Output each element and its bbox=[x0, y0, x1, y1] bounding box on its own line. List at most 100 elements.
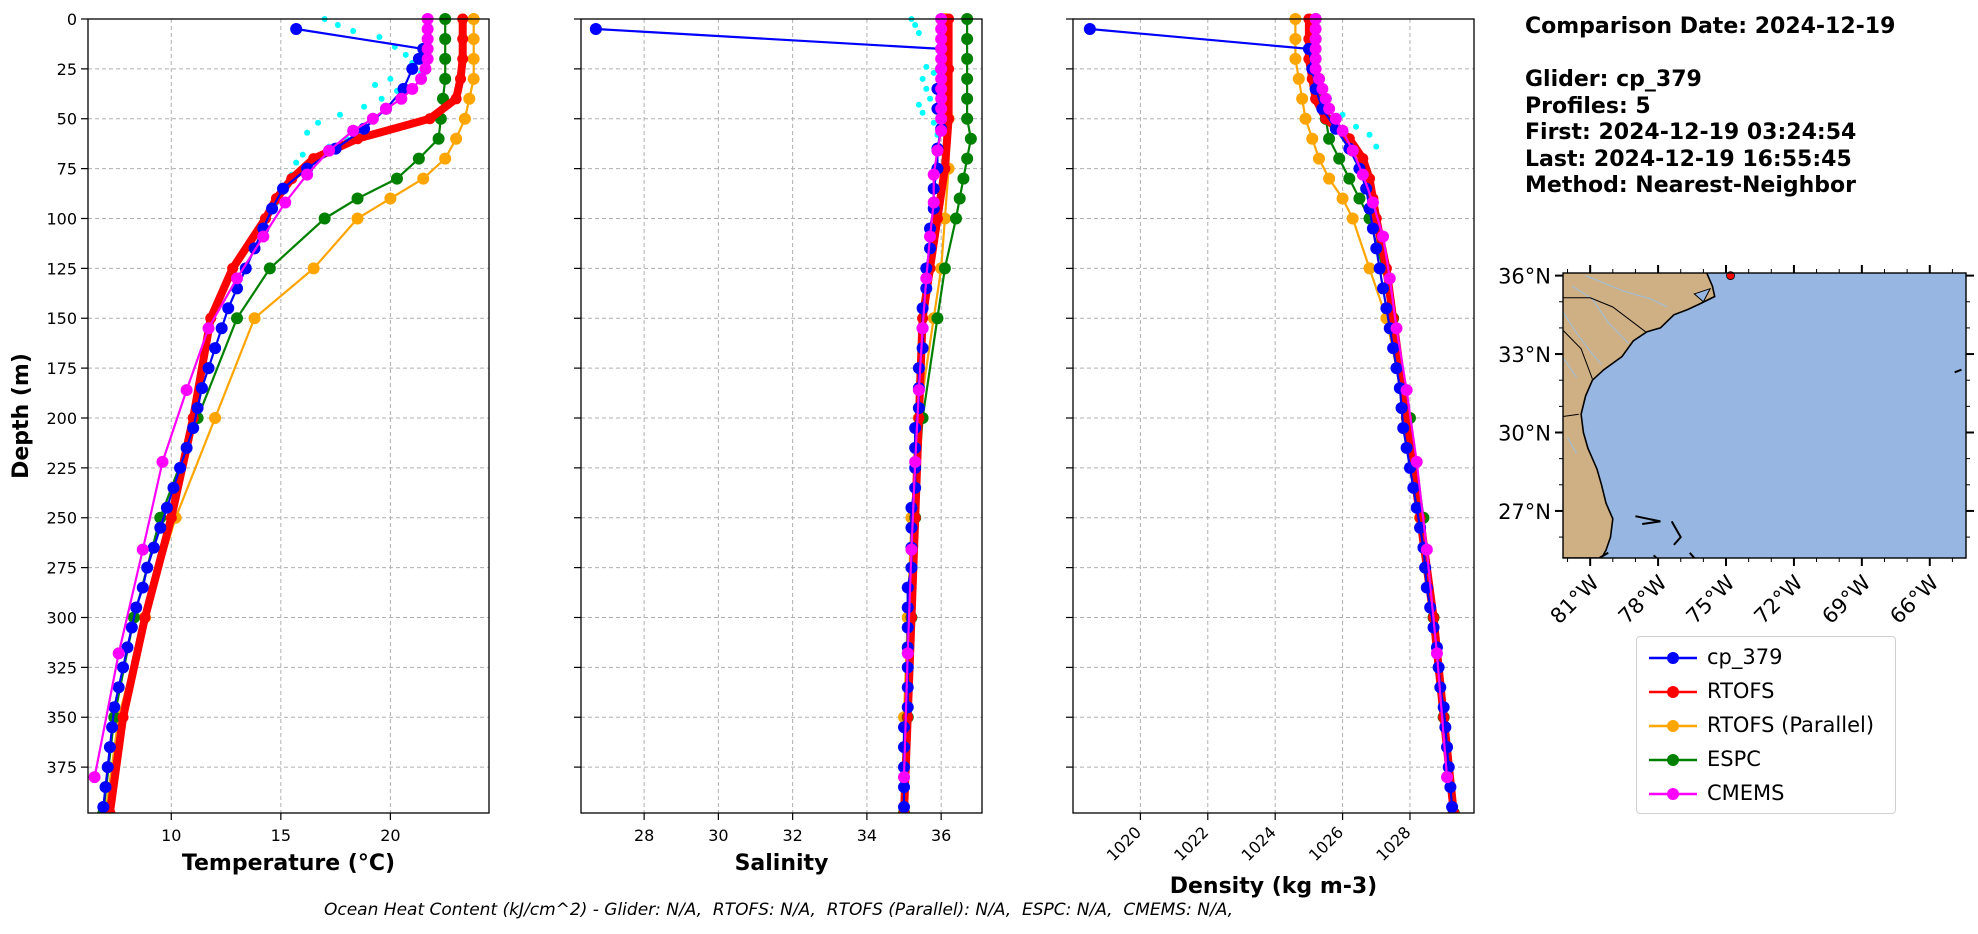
data-point-cp-379 bbox=[1446, 801, 1459, 813]
raw-glider-point bbox=[923, 63, 930, 70]
data-point-cp-379 bbox=[397, 82, 410, 95]
data-point-cp-379 bbox=[125, 621, 138, 634]
data-point-cmems bbox=[935, 62, 948, 75]
data-point-espc bbox=[439, 52, 452, 65]
data-point-cmems bbox=[380, 102, 393, 115]
raw-glider-point bbox=[315, 119, 322, 126]
x-tick-label: 1022 bbox=[1170, 823, 1212, 865]
data-point-cmems bbox=[415, 72, 428, 85]
raw-glider-point bbox=[919, 109, 926, 116]
raw-glider-point bbox=[293, 159, 300, 166]
y-tick-label: 100 bbox=[46, 209, 77, 228]
data-point-cp-379 bbox=[97, 801, 110, 813]
legend-entry-rtofs: RTOFS bbox=[1637, 675, 1895, 709]
x-tick-label: 34 bbox=[857, 826, 877, 845]
state-border bbox=[1563, 329, 1593, 380]
data-point-cmems bbox=[1323, 102, 1336, 115]
legend-label-cmems: CMEMS bbox=[1707, 781, 1785, 805]
y-tick-label: 75 bbox=[57, 160, 77, 179]
data-point-espc bbox=[231, 312, 244, 325]
map-lat-label: 33°N bbox=[1498, 343, 1551, 367]
data-point-cp-379 bbox=[191, 402, 204, 415]
data-point-cp-379 bbox=[121, 641, 134, 654]
data-point-cmems bbox=[421, 22, 434, 35]
data-point-rtofs-parallel bbox=[209, 411, 222, 424]
data-point-cmems bbox=[419, 62, 432, 75]
data-point-cmems bbox=[279, 196, 292, 209]
data-point-cmems bbox=[1312, 72, 1325, 85]
data-point-rtofs-parallel bbox=[1363, 262, 1376, 275]
data-point-rtofs bbox=[139, 611, 151, 623]
x-tick-label: 32 bbox=[782, 826, 802, 845]
data-point-cmems bbox=[935, 52, 948, 65]
data-point-cmems bbox=[1390, 322, 1403, 335]
map-lon-label: 66°W bbox=[1885, 570, 1943, 628]
data-point-cmems bbox=[935, 42, 948, 55]
data-point-espc bbox=[953, 192, 966, 205]
data-point-rtofs bbox=[1357, 153, 1369, 165]
raw-glider-point bbox=[376, 33, 383, 40]
data-point-cp-379 bbox=[909, 421, 922, 434]
raw-glider-point bbox=[930, 119, 937, 126]
data-point-cp-379 bbox=[103, 741, 116, 754]
data-point-cmems bbox=[301, 168, 314, 181]
data-point-rtofs-parallel bbox=[1312, 152, 1325, 165]
series-line-rtofs-parallel bbox=[104, 19, 475, 813]
land-area bbox=[1563, 273, 1716, 558]
data-point-rtofs-parallel bbox=[450, 132, 463, 145]
y-axis-label: Depth (m) bbox=[9, 353, 34, 479]
y-tick-label: 325 bbox=[46, 658, 77, 677]
x-tick-label: 10 bbox=[161, 826, 181, 845]
river-line bbox=[1563, 311, 1602, 365]
data-point-rtofs bbox=[450, 93, 462, 105]
data-point-espc bbox=[961, 72, 974, 85]
data-point-cp-379 bbox=[1410, 501, 1423, 514]
data-point-rtofs bbox=[902, 711, 914, 723]
series-line-espc bbox=[1314, 19, 1455, 813]
data-point-espc bbox=[961, 52, 974, 65]
data-point-rtofs bbox=[457, 33, 469, 45]
y-tick-label: 25 bbox=[57, 60, 77, 79]
data-point-cp-379 bbox=[1444, 781, 1457, 794]
data-point-espc bbox=[439, 32, 452, 45]
data-point-cmems bbox=[1420, 543, 1433, 556]
legend-swatch-cp379 bbox=[1649, 652, 1697, 664]
data-point-cmems bbox=[366, 112, 379, 125]
raw-glider-point bbox=[915, 29, 922, 36]
data-point-espc bbox=[938, 262, 951, 275]
data-point-cmems bbox=[112, 647, 125, 660]
data-point-espc bbox=[390, 172, 403, 185]
data-point-espc bbox=[318, 212, 331, 225]
data-point-cmems bbox=[935, 72, 948, 85]
data-point-cmems bbox=[180, 384, 193, 397]
data-point-cmems bbox=[912, 384, 925, 397]
x-tick-label: 28 bbox=[634, 826, 654, 845]
y-tick-label: 150 bbox=[46, 309, 77, 328]
x-tick-label: 1024 bbox=[1238, 823, 1280, 865]
last-profile-time: Last: 2024-12-19 16:55:45 bbox=[1525, 146, 1852, 172]
legend-swatch-cmems bbox=[1649, 788, 1697, 800]
data-point-rtofs-parallel bbox=[467, 72, 480, 85]
data-point-cmems bbox=[1309, 42, 1322, 55]
data-point-rtofs bbox=[117, 711, 129, 723]
plot-area bbox=[1083, 13, 1460, 813]
y-tick-label: 350 bbox=[46, 708, 77, 727]
y-tick-label: 175 bbox=[46, 359, 77, 378]
raw-glider-point bbox=[1366, 131, 1373, 138]
data-point-rtofs-parallel bbox=[1336, 192, 1349, 205]
data-point-rtofs bbox=[165, 512, 177, 524]
series-line-rtofs bbox=[105, 19, 467, 813]
data-point-cp-379 bbox=[1407, 481, 1420, 494]
data-point-rtofs-parallel bbox=[384, 192, 397, 205]
data-point-espc bbox=[1343, 172, 1356, 185]
data-point-cp-379 bbox=[1397, 421, 1410, 434]
data-point-cp-379 bbox=[406, 62, 419, 75]
raw-glider-point bbox=[350, 27, 357, 34]
raw-glider-point bbox=[915, 101, 922, 108]
y-tick-label: 225 bbox=[46, 459, 77, 478]
data-point-cmems bbox=[1430, 647, 1443, 660]
first-profile-time: First: 2024-12-19 03:24:54 bbox=[1525, 120, 1857, 145]
profile-panel-3: 1020 1022 1024 1026 1028 Density (kg m-3) bbox=[1066, 13, 1475, 899]
data-point-espc bbox=[432, 132, 445, 145]
data-point-espc bbox=[263, 262, 276, 275]
